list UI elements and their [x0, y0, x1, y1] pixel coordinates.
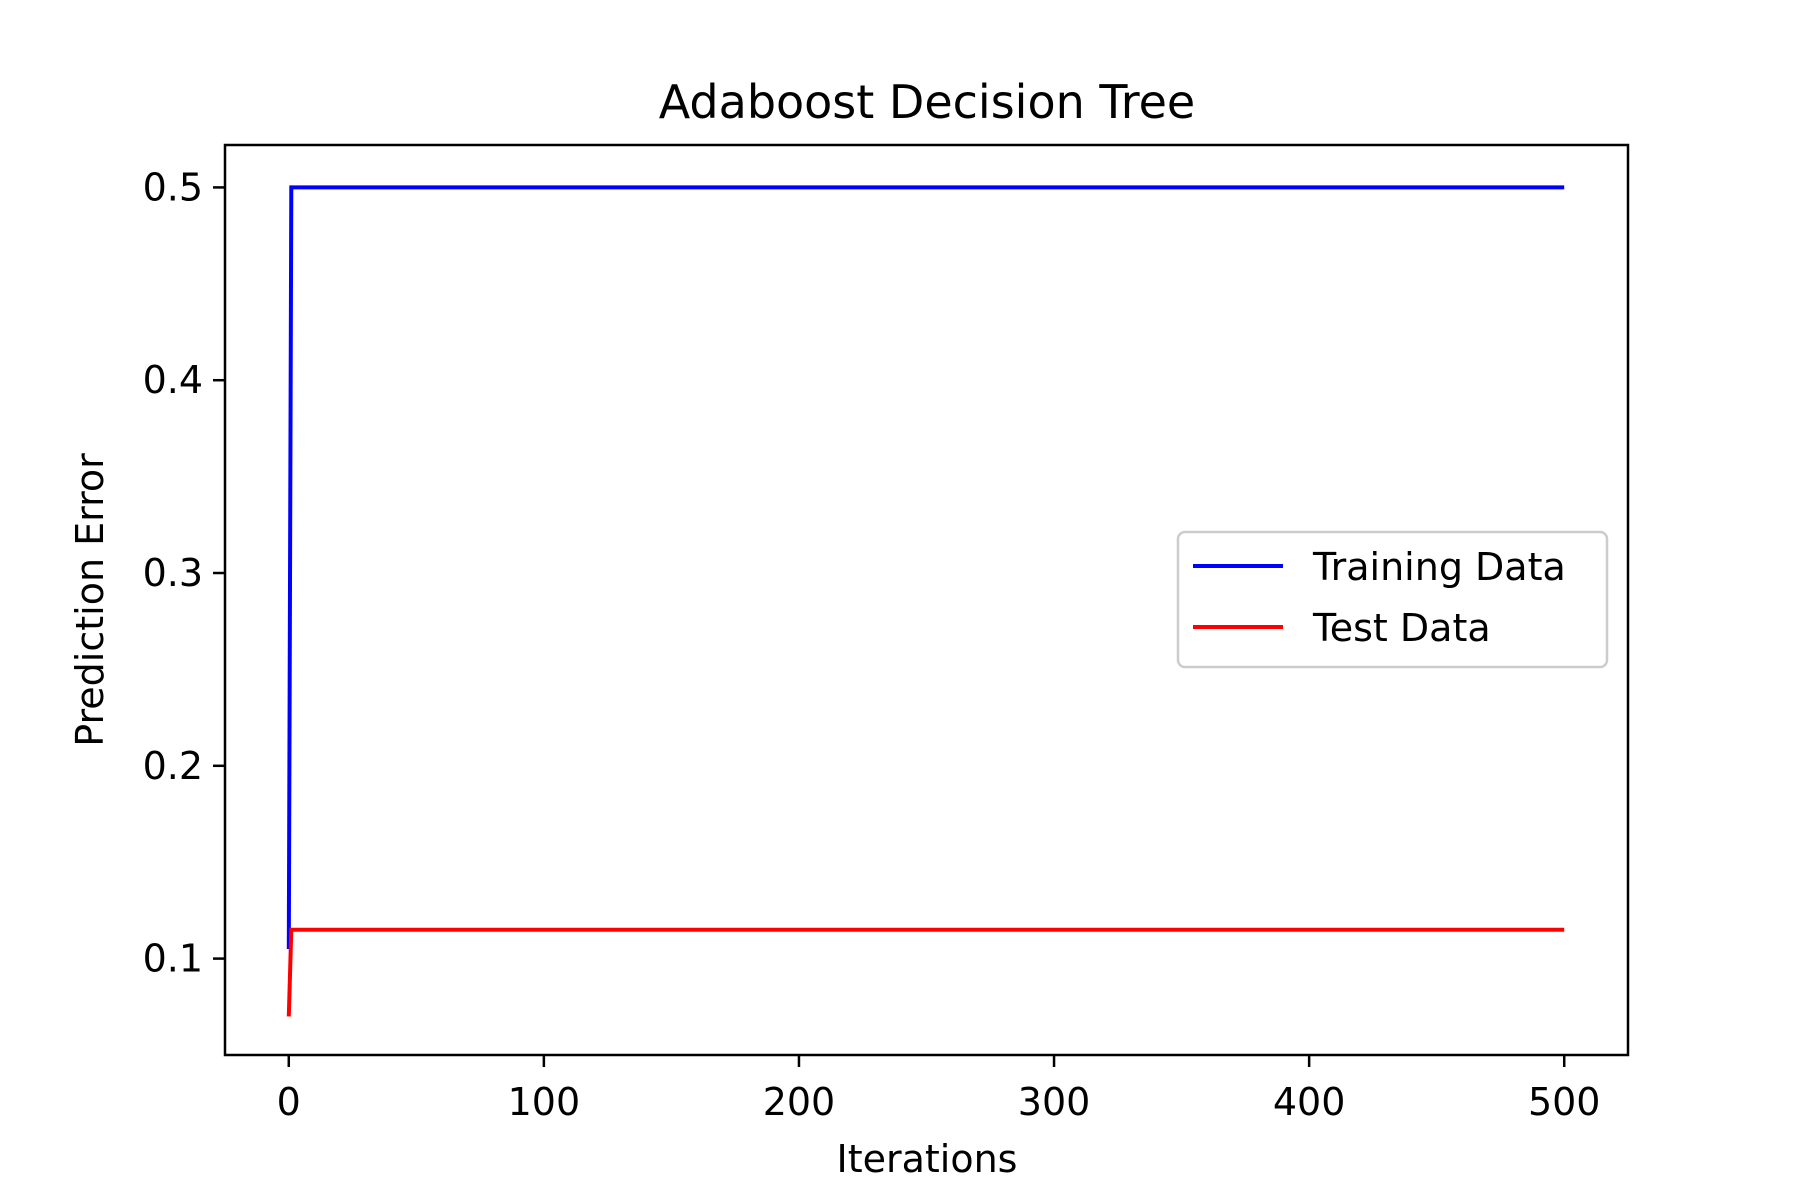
y-axis-label: Prediction Error: [68, 453, 112, 747]
x-tick-label: 500: [1528, 1080, 1601, 1124]
y-tick-label: 0.4: [143, 358, 203, 402]
legend-box: [1176, 530, 1609, 669]
series-line-test-data: [286, 927, 1565, 1017]
x-tick-label: 400: [1273, 1080, 1346, 1124]
legend-label-training-data: Training Data: [1312, 545, 1566, 589]
series-line-training-data: [286, 185, 1565, 950]
x-axis-label: Iterations: [837, 1137, 1018, 1181]
y-tick-label: 0.1: [143, 937, 203, 981]
y-tick-label: 0.5: [143, 165, 203, 209]
legend: Training Data Test Data: [1176, 530, 1609, 669]
x-tick-label: 100: [508, 1080, 581, 1124]
x-tick-label: 200: [763, 1080, 836, 1124]
y-tick-label: 0.3: [143, 551, 203, 595]
legend-label-test-data: Test Data: [1312, 606, 1491, 650]
x-tick-label: 0: [277, 1080, 301, 1124]
x-tick-label: 300: [1018, 1080, 1091, 1124]
chart-title: Adaboost Decision Tree: [659, 75, 1195, 129]
y-axis: 0.1 0.2 0.3 0.4 0.5: [143, 165, 225, 981]
series-layer: [286, 185, 1565, 1017]
x-axis: 0 100 200 300 400 500: [277, 1055, 1601, 1124]
y-tick-label: 0.2: [143, 744, 203, 788]
